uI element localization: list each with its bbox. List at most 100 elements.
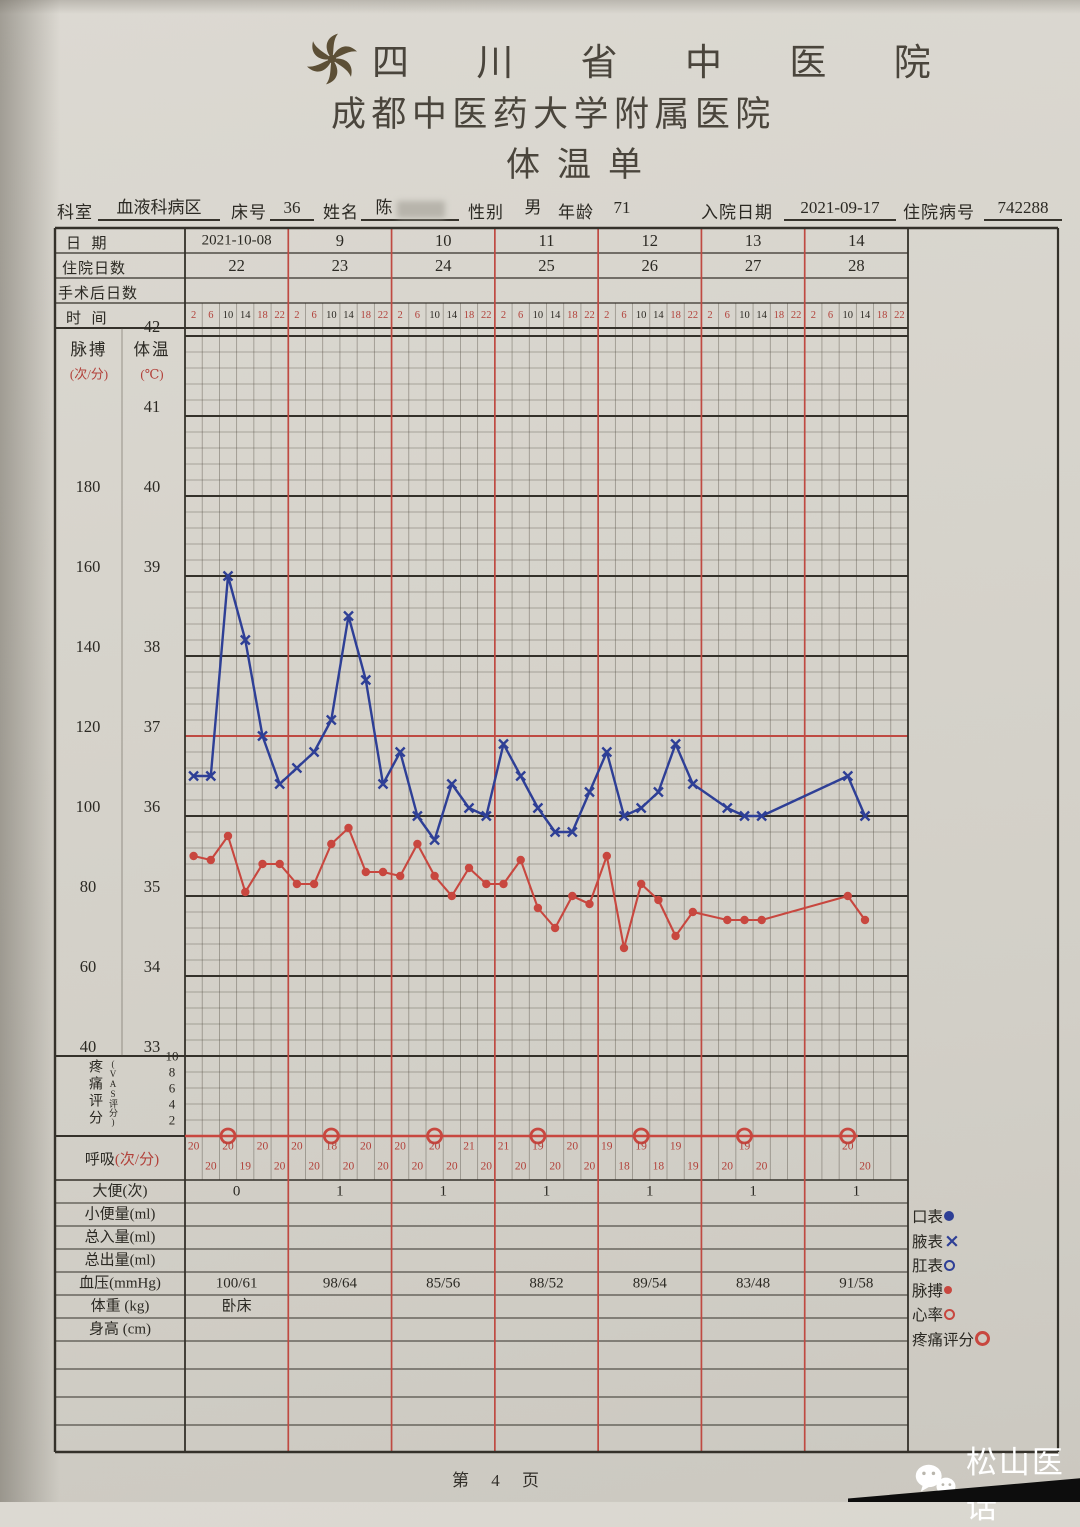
oral-dot-icon (944, 1211, 955, 1222)
pain-label: 疼痛评分 (87, 1059, 102, 1127)
time-cell: 2 (190, 309, 197, 321)
pulse-dot-icon (944, 1285, 953, 1294)
pulse-point-dot (189, 851, 198, 861)
legend-label: 肛表 (912, 1258, 944, 1276)
admit-date-value: 2021-09-17 (784, 195, 896, 221)
temp-point-x (635, 802, 647, 814)
pulse-tick: 100 (75, 796, 101, 816)
patient-id-label: 住院病号 (903, 203, 975, 222)
time-cell: 22 (274, 309, 285, 321)
bottom-row-label: 身高 (cm) (88, 1321, 152, 1337)
bottom-row-label: 总入量(ml) (84, 1229, 156, 1245)
time-cell: 2 (500, 309, 507, 321)
temp-point-x (325, 714, 337, 726)
resp-value: 20 (583, 1159, 596, 1172)
temp-point-x (360, 674, 372, 686)
pulse-point-dot (568, 891, 577, 901)
temp-tick: 39 (143, 556, 161, 576)
hospital-pinwheel-logo-icon (307, 33, 357, 85)
resp-value: 20 (411, 1159, 424, 1172)
temp-point-x (653, 786, 664, 798)
time-cell: 22 (481, 309, 492, 321)
time-cell: 2 (707, 309, 713, 321)
bottom-row-cell: 1 (749, 1183, 757, 1199)
temp-point-x (549, 826, 561, 838)
resp-value: 20 (222, 1139, 234, 1152)
time-cell: 14 (653, 309, 664, 321)
temp-point-x (343, 610, 354, 622)
bottom-row-cell: 0 (232, 1183, 241, 1199)
time-cell: 18 (567, 309, 578, 321)
pulse-tick: 140 (75, 636, 101, 656)
resp-value: 21 (463, 1139, 475, 1152)
bottom-row-label: 总出量(ml) (84, 1252, 156, 1268)
ring-icon (944, 1308, 956, 1320)
temp-point-x (584, 786, 595, 798)
temp-point-x (257, 730, 268, 742)
resp-value: 19 (532, 1139, 544, 1152)
temp-tick: 42 (143, 316, 161, 336)
hospital-name-primary: 四川省中医院 (372, 43, 999, 84)
bottom-row-label: 小便量(ml) (84, 1206, 156, 1222)
resp-value: 19 (635, 1139, 647, 1152)
hospital-name-secondary: 成都中医药大学附属医院 (331, 95, 776, 134)
temp-point-x (412, 810, 423, 822)
resp-value: 19 (239, 1159, 252, 1172)
bottom-row-cell: 89/54 (632, 1275, 667, 1291)
name-value: 陈 (361, 195, 459, 221)
resp-value: 19 (669, 1139, 682, 1152)
time-cell: 14 (756, 309, 767, 321)
pulse-tick: 120 (75, 716, 101, 736)
temp-tick: 40 (143, 476, 161, 496)
pulse-point-dot (602, 851, 611, 861)
pain-score-ring (632, 1127, 650, 1145)
bottom-row-label: 血压(mmHg) (79, 1275, 161, 1291)
legend-label: 口表 (912, 1209, 944, 1227)
pulse-point-dot (258, 859, 267, 869)
temp-point-x (601, 746, 613, 758)
resp-value: 21 (497, 1139, 510, 1152)
temp-point-x (670, 738, 681, 750)
pulse-point-dot (637, 879, 646, 889)
bottom-row-cell: 1 (336, 1183, 344, 1199)
pulse-tick: 60 (79, 956, 97, 976)
legend-item: 肛表 (912, 1253, 990, 1278)
time-cell: 18 (360, 309, 372, 321)
bottom-row-cell: 1 (542, 1183, 551, 1199)
temp-tick: 41 (143, 396, 161, 416)
date-cell: 9 (335, 230, 345, 250)
pulse-point-dot (206, 855, 215, 865)
temp-axis-unit: (℃) (140, 366, 164, 382)
patient-id-value: 742288 (984, 195, 1062, 221)
time-cell: 22 (377, 309, 389, 321)
pulse-tick: 160 (75, 556, 101, 576)
time-cell: 18 (876, 309, 888, 321)
temp-point-x (291, 762, 303, 774)
pain-score-ring (219, 1127, 237, 1145)
time-cell: 6 (208, 309, 214, 321)
patient-info-bar: 科室 血液科病区 床号 36 姓名 陈 性别 男 年龄 71 入院日期 2021… (0, 194, 1080, 226)
redacted-name-blur (396, 200, 445, 218)
legend-item: 口表 (912, 1204, 990, 1229)
time-cell: 14 (446, 309, 458, 321)
temp-point-x (739, 810, 750, 822)
resp-value: 20 (187, 1139, 200, 1152)
temp-point-x (446, 778, 458, 790)
dept-value: 血液科病区 (98, 195, 220, 221)
bottom-row-cell: 1 (439, 1183, 447, 1199)
time-cell: 22 (584, 309, 595, 321)
time-cell: 6 (724, 309, 730, 321)
pulse-point-dot (723, 915, 732, 925)
time-cell: 6 (621, 309, 627, 321)
age-value: 71 (613, 198, 631, 217)
pulse-point-dot (413, 839, 422, 849)
legend-item: 心率 (912, 1302, 990, 1327)
name-label: 姓名 (323, 203, 359, 222)
resp-value: 20 (360, 1139, 372, 1152)
temp-axis-label: 体温 (133, 339, 171, 359)
temp-tick: 35 (143, 876, 161, 896)
temp-point-x (463, 802, 475, 814)
time-cell: 6 (518, 309, 524, 321)
pain-score-ring (839, 1127, 857, 1145)
